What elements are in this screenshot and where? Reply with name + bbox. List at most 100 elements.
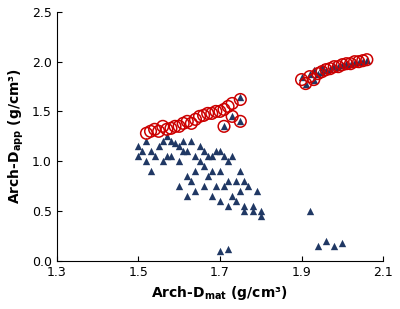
Point (180, 139, 186, 144)
Point (188, 179, 194, 184)
Point (164, 134, 170, 139)
Point (192, 154, 199, 159)
Point (200, 149, 207, 154)
Point (135, 154, 142, 159)
Point (302, 81, 309, 86)
Point (192, 117, 199, 122)
Point (135, 144, 142, 149)
Point (339, 240, 346, 245)
Point (164, 127, 170, 132)
Point (249, 203, 256, 208)
Point (196, 159, 203, 164)
Point (306, 71, 313, 76)
Y-axis label: Arch-D$_\mathregular{app}$ (g/cm³): Arch-D$_\mathregular{app}$ (g/cm³) (7, 68, 26, 204)
Point (217, 109, 223, 114)
Point (323, 67, 329, 72)
Point (310, 67, 317, 72)
Point (200, 113, 207, 118)
Point (156, 144, 162, 149)
Point (331, 63, 338, 68)
Point (208, 193, 215, 198)
Point (364, 57, 370, 62)
Point (168, 154, 174, 159)
Point (168, 126, 174, 131)
Point (147, 149, 154, 154)
Point (200, 164, 207, 169)
Point (152, 154, 158, 159)
Point (225, 179, 231, 184)
Point (364, 57, 370, 62)
Point (245, 184, 252, 188)
Point (180, 121, 186, 126)
Point (221, 184, 227, 188)
Point (254, 188, 260, 193)
Point (306, 209, 313, 214)
Point (339, 62, 346, 67)
Point (302, 81, 309, 86)
Point (180, 149, 186, 154)
Point (221, 124, 227, 129)
Point (184, 193, 190, 198)
Point (176, 184, 182, 188)
Point (327, 66, 333, 71)
Point (241, 209, 248, 214)
Point (200, 184, 207, 188)
Point (221, 154, 227, 159)
Point (160, 139, 166, 144)
Point (160, 124, 166, 129)
Point (315, 71, 321, 76)
Point (213, 149, 219, 154)
Point (160, 159, 166, 164)
Point (327, 66, 333, 71)
Point (356, 59, 362, 64)
Point (343, 61, 350, 66)
Point (343, 61, 350, 66)
Point (188, 139, 194, 144)
Point (217, 198, 223, 203)
Point (237, 169, 244, 174)
Point (217, 248, 223, 253)
Point (360, 58, 366, 63)
Point (225, 203, 231, 208)
Point (258, 214, 264, 218)
Point (217, 169, 223, 174)
Point (213, 109, 219, 114)
Point (172, 141, 178, 146)
Point (237, 97, 244, 102)
Point (229, 193, 235, 198)
Point (319, 69, 325, 74)
Point (241, 179, 248, 184)
Point (319, 69, 325, 74)
Point (225, 159, 231, 164)
Point (176, 159, 182, 164)
Point (208, 154, 215, 159)
Point (249, 209, 256, 214)
Point (204, 174, 211, 179)
Point (237, 119, 244, 124)
Point (176, 144, 182, 149)
Point (315, 243, 321, 248)
Point (172, 124, 178, 129)
Point (233, 179, 240, 184)
Point (237, 119, 244, 124)
Point (143, 159, 150, 164)
Point (184, 149, 190, 154)
Point (233, 198, 240, 203)
Point (139, 149, 146, 154)
Point (143, 139, 150, 144)
Point (221, 107, 227, 112)
Point (229, 114, 235, 119)
Point (331, 243, 338, 248)
Point (310, 77, 317, 82)
Point (204, 111, 211, 116)
Point (184, 119, 190, 124)
Point (356, 59, 362, 64)
Point (196, 114, 203, 119)
Point (208, 111, 215, 116)
Point (306, 74, 313, 79)
Point (192, 169, 199, 174)
Point (225, 104, 231, 109)
Point (237, 188, 244, 193)
Point (208, 169, 215, 174)
Point (229, 114, 235, 119)
